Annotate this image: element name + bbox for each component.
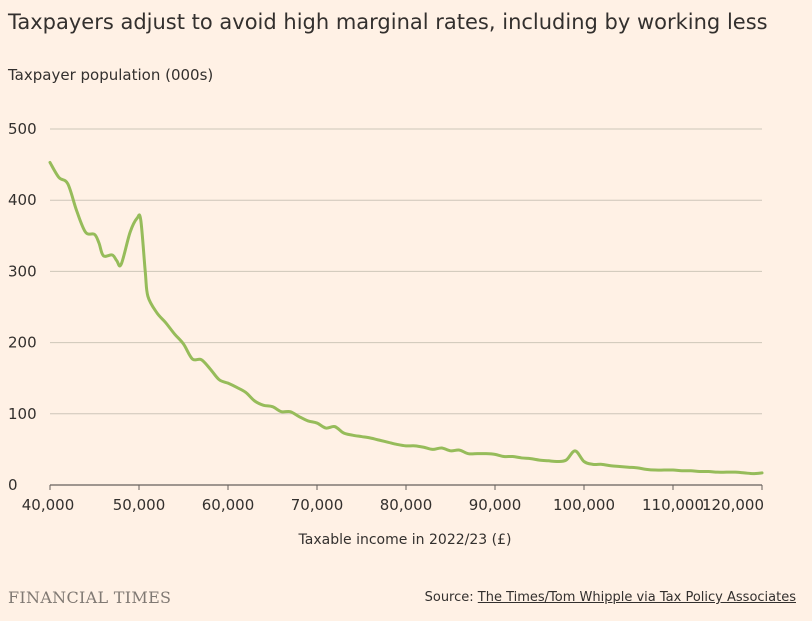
y-tick-label: 300 — [8, 262, 37, 280]
chart-title: Taxpayers adjust to avoid high marginal … — [8, 10, 768, 34]
y-tick-label: 100 — [8, 405, 37, 423]
source-link[interactable]: The Times/Tom Whipple via Tax Policy Ass… — [477, 590, 796, 605]
y-tick-label: 500 — [8, 120, 37, 138]
series-layer — [48, 160, 764, 476]
x-tick-label: 80,000 — [380, 496, 433, 514]
y-tick-labels: 0 100 200 300 400 500 — [8, 120, 37, 494]
x-axis-label: Taxable income in 2022/23 (£) — [298, 532, 512, 548]
gridlines — [50, 128, 762, 486]
y-tick-label: 400 — [8, 191, 37, 209]
x-tick-labels: 40,000 50,000 60,000 70,000 80,000 90,000 100,… — [22, 485, 764, 514]
y-tick-label: 0 — [8, 476, 18, 494]
x-tick-label: 50,000 — [113, 496, 166, 514]
source-prefix: Source: — [424, 590, 478, 605]
x-tick-label: 70,000 — [291, 496, 344, 514]
source-note: Source: The Times/Tom Whipple via Tax Po… — [425, 590, 796, 605]
x-tick-label: 110,000 — [642, 496, 704, 514]
ft-logo: FINANCIAL TIMES — [8, 588, 172, 607]
x-tick-label: 100,000 — [553, 496, 615, 514]
x-tick-label: 90,000 — [469, 496, 522, 514]
x-tick-label: 60,000 — [202, 496, 255, 514]
x-tick-label: 120,000 — [702, 496, 764, 514]
series-line — [48, 160, 764, 476]
y-axis-label: Taxpayer population (000s) — [8, 66, 214, 84]
x-tick-label: 40,000 — [22, 496, 75, 514]
y-tick-label: 200 — [8, 334, 37, 352]
